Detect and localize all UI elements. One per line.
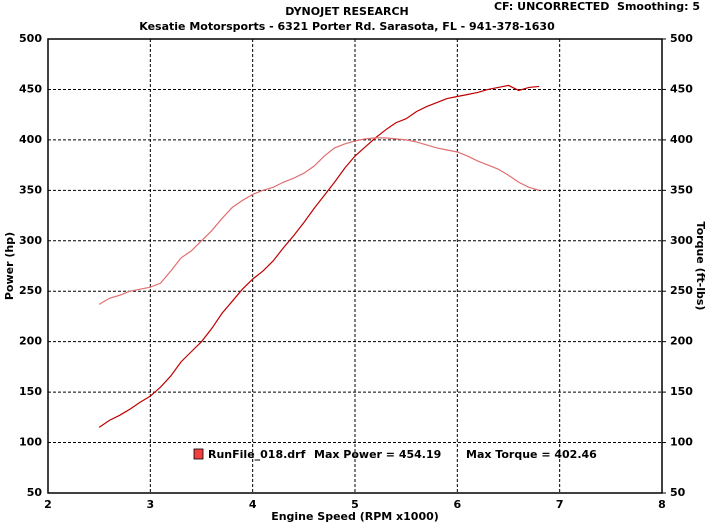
- legend-swatch: [193, 448, 204, 460]
- y-tick-label: 400: [19, 133, 42, 146]
- x-axis-label: Engine Speed (RPM x1000): [271, 510, 439, 523]
- y-axis-label: Power (hp): [3, 232, 16, 300]
- y2-tick-label: 500: [670, 32, 693, 45]
- y-tick-label: 300: [19, 234, 42, 247]
- chart-title: DYNOJET RESEARCH: [285, 5, 408, 18]
- x-tick-label: 4: [249, 498, 257, 511]
- y-tick-label: 450: [19, 82, 42, 95]
- y-tick-label: 50: [27, 486, 43, 499]
- x-tick-label: 7: [556, 498, 564, 511]
- x-tick-label: 6: [454, 498, 462, 511]
- y2-tick-label: 300: [670, 234, 693, 247]
- y-tick-label: 500: [19, 32, 42, 45]
- plot-frame: [47, 38, 663, 494]
- y-tick-label: 150: [19, 385, 42, 398]
- y2-tick-label: 200: [670, 335, 693, 348]
- corner-note: CF: UNCORRECTED Smoothing: 5: [494, 0, 700, 13]
- y2-tick-label: 150: [670, 385, 693, 398]
- y2-tick-label: 400: [670, 133, 693, 146]
- x-tick-label: 5: [351, 498, 359, 511]
- chart-subtitle: Kesatie Motorsports - 6321 Porter Rd. Sa…: [139, 20, 555, 33]
- x-tick-label: 8: [658, 498, 666, 511]
- y2-tick-label: 450: [670, 82, 693, 95]
- x-tick-label: 2: [44, 498, 52, 511]
- y2-tick-label: 350: [670, 183, 693, 196]
- legend-power: Max Power = 454.19: [314, 448, 441, 461]
- y-tick-label: 200: [19, 335, 42, 348]
- y2-axis-label: Torque (ft-lbs): [694, 222, 707, 311]
- y-tick-label: 100: [19, 436, 42, 449]
- legend-file: RunFile_018.drf: [208, 448, 306, 461]
- legend-torque: Max Torque = 402.46: [466, 448, 597, 461]
- y2-tick-label: 50: [670, 486, 686, 499]
- y2-tick-label: 100: [670, 436, 693, 449]
- data-line: [98, 84, 540, 428]
- y-tick-label: 350: [19, 183, 42, 196]
- y2-tick-label: 250: [670, 284, 693, 297]
- data-line: [98, 137, 540, 305]
- y-tick-label: 250: [19, 284, 42, 297]
- x-tick-label: 3: [147, 498, 155, 511]
